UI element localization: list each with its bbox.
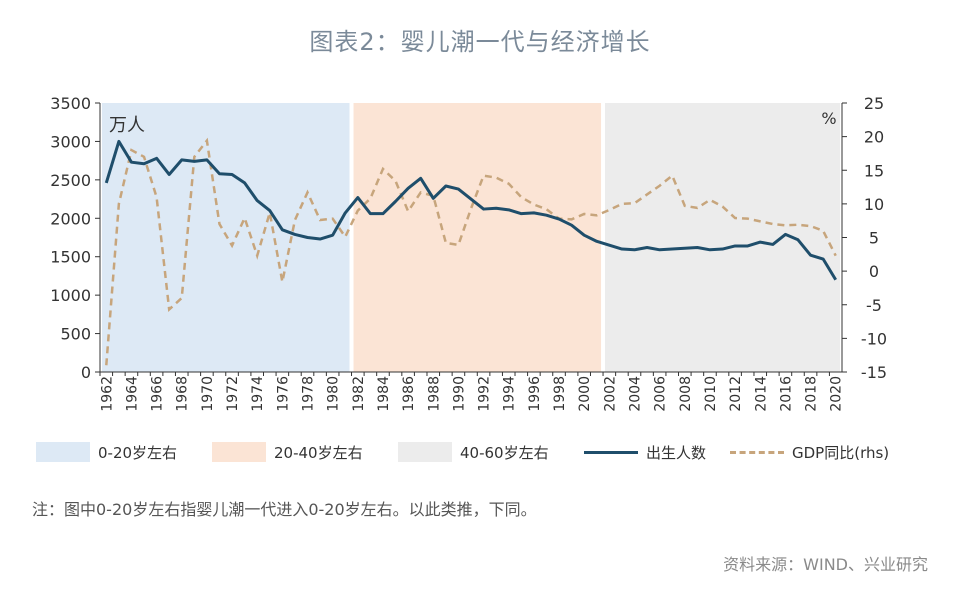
x-tick-label: 1962 [99, 376, 115, 412]
legend-item-band1: 0-20岁左右 [36, 439, 177, 465]
x-tick-label: 1974 [250, 376, 266, 412]
right-tick-label: 5 [869, 229, 879, 248]
x-tick-label: 1984 [376, 376, 392, 412]
legend-line-gdp [730, 450, 784, 454]
legend-label-births: 出生人数 [646, 443, 707, 462]
x-tick-label: 2006 [653, 376, 669, 412]
x-tick-label: 1990 [451, 376, 467, 412]
chart-source: 资料来源：WIND、兴业研究 [723, 555, 928, 574]
x-tick-label: 2014 [753, 376, 769, 412]
left-tick-label: 2000 [50, 209, 91, 228]
legend-label-gdp: GDP同比(rhs) [792, 443, 890, 462]
left-tick-label: 2500 [50, 171, 91, 190]
right-tick-label: -5 [866, 296, 882, 315]
x-tick-label: 2016 [778, 376, 794, 412]
x-tick-label: 1988 [426, 376, 442, 412]
right-tick-label: 25 [864, 94, 884, 113]
right-tick-label: 15 [864, 161, 884, 180]
right-tick-label: -10 [861, 329, 887, 348]
left-tick-label: 3000 [50, 132, 91, 151]
x-tick-label: 1976 [275, 376, 291, 412]
x-tick-label: 2010 [703, 376, 719, 412]
x-tick-label: 1964 [124, 376, 140, 412]
right-tick-label: 20 [864, 128, 884, 147]
x-tick-label: 1994 [502, 376, 518, 412]
x-tick-label: 2002 [602, 376, 618, 412]
right-tick-label: 10 [864, 195, 884, 214]
right-tick-label: -15 [861, 363, 887, 382]
x-tick-label: 2012 [728, 376, 744, 412]
x-tick-label: 1980 [326, 376, 342, 412]
legend-swatch-band2 [212, 442, 266, 462]
band-3 [605, 103, 840, 372]
right-tick-label: 0 [869, 262, 879, 281]
left-tick-label: 0 [81, 363, 91, 382]
x-tick-label: 1968 [175, 376, 191, 412]
chart-title: 图表2：婴儿潮一代与经济增长 [309, 28, 651, 56]
legend-item-gdp: GDP同比(rhs) [730, 439, 889, 465]
legend-label-band1: 0-20岁左右 [98, 443, 178, 462]
x-tick-label: 1986 [401, 376, 417, 412]
x-tick-label: 1996 [527, 376, 543, 412]
x-tick-label: 2018 [804, 376, 820, 412]
x-tick-label: 2004 [627, 376, 643, 412]
legend-line-births [584, 450, 638, 454]
x-tick-label: 1992 [477, 376, 493, 412]
x-tick-label: 1972 [225, 376, 241, 412]
chart-note: 注：图中0-20岁左右指婴儿潮一代进入0-20岁左右。以此类推，下同。 [32, 500, 537, 519]
series-births-line [104, 139, 837, 281]
left-tick-label: 3500 [50, 94, 91, 113]
legend-label-band3: 40-60岁左右 [460, 443, 549, 462]
legend-item-births: 出生人数 [584, 439, 706, 465]
x-tick-label: 1966 [150, 376, 166, 412]
legend-item-band2: 20-40岁左右 [212, 439, 363, 465]
legend-item-band3: 40-60岁左右 [398, 439, 549, 465]
left-tick-label: 1000 [50, 286, 91, 305]
y-left-unit-label: 万人 [109, 115, 145, 136]
x-tick-label: 2020 [829, 376, 845, 412]
band-2 [353, 103, 602, 372]
x-tick-label: 2008 [678, 376, 694, 412]
x-tick-label: 1978 [301, 376, 317, 412]
x-tick-label: 1970 [200, 376, 216, 412]
x-tick-label: 1998 [552, 376, 568, 412]
y-right-unit-label: % [821, 109, 836, 128]
series-gdp-line [105, 137, 837, 366]
legend-swatch-band1 [36, 442, 90, 462]
left-tick-label: 1500 [50, 248, 91, 267]
chart-legend: 0-20岁左右 20-40岁左右 40-60岁左右 出生人数 GDP同比(rhs… [36, 439, 936, 465]
x-tick-label: 2000 [577, 376, 593, 412]
legend-label-band2: 20-40岁左右 [274, 443, 363, 462]
x-tick-label: 1982 [351, 376, 367, 412]
left-tick-label: 500 [60, 325, 91, 344]
legend-swatch-band3 [398, 442, 452, 462]
